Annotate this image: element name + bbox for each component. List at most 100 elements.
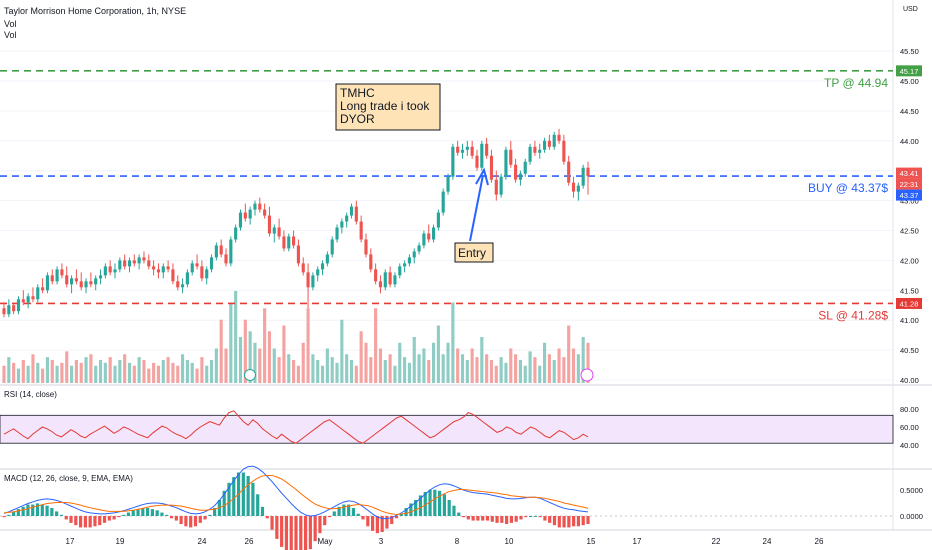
volume-bar [26,365,30,383]
volume-bar [494,365,498,383]
volume-bar [108,357,112,383]
macd-histogram-bar [519,516,523,520]
candle-body [509,149,513,165]
candle-body [2,308,6,315]
volume-bar [374,308,378,383]
candle-body [359,221,363,240]
macd-histogram-bar [184,516,188,527]
price-axis[interactable]: 40.0040.5041.0041.5042.0042.5043.0043.50… [896,47,922,385]
volume-bar [485,354,489,383]
macd-tick: 0.5000 [900,486,923,495]
time-axis[interactable]: 17 19 24 26 May 3 8 10 15 17 22 24 26 [66,537,824,546]
volume-bar [176,365,180,383]
macd-histogram-bar [74,516,78,526]
time-tick: 19 [116,537,125,546]
candle-body [137,257,141,264]
macd-histogram-bar [150,509,154,516]
entry-box [454,242,494,263]
candle-body [489,155,494,180]
time-tick: 26 [245,537,254,546]
macd-histogram-bar [442,494,446,516]
volume-bar [234,291,238,383]
volume-bar [195,368,199,383]
volume-bars [2,291,590,383]
macd-histogram-bar [323,516,327,526]
candlesticks [2,128,590,318]
volume-bar [296,365,300,383]
price-tick: 45.00 [900,77,919,86]
candle-body [195,263,199,267]
macd-histogram-bar [509,516,514,523]
volume-bar [272,348,276,383]
volume-bar [166,357,170,383]
candle-body [311,275,315,288]
candle-body [190,263,194,273]
candle-body [465,146,469,150]
macd-histogram-bar [21,506,25,516]
volume-bar [562,357,566,383]
macd-histogram-bar [284,516,289,550]
volume-bar [2,365,6,383]
price-tick: 40.00 [900,376,919,385]
candle-body [267,215,272,234]
volume-bar [581,337,585,383]
macd-tick: 0.0000 [900,512,923,521]
macd-histogram-bar [160,512,164,516]
volume-bar [41,368,45,383]
volume-bar [21,360,25,383]
volume-bar [446,342,450,383]
volume-bar [94,365,98,383]
macd-histogram-bar [179,516,183,525]
price-tick: 45.50 [900,47,919,56]
time-tick: 15 [587,537,596,546]
candle-body [113,269,117,273]
macd-histogram-bar [385,516,389,529]
macd-histogram-bar [2,516,6,518]
candle-body [205,269,209,279]
macd-histogram-bar [409,503,413,516]
volume-bar [509,348,513,383]
volume-bar [427,360,431,383]
rsi-pane: 80.00 60.00 40.00 [0,405,919,450]
macd-histogram-bar [471,516,475,521]
macd-line [3,465,589,520]
volume-bar [253,342,257,383]
candle-body [369,254,373,270]
candle-body [123,260,127,267]
candle-body [374,269,378,282]
macd-histogram-bar [399,513,403,516]
candle-body [388,272,392,285]
volume-bar [156,365,161,383]
candle-body [514,164,518,180]
time-tick: May [317,537,332,546]
candle-body [349,206,354,216]
macd-histogram-bar [169,516,174,519]
macd-histogram-bar [423,491,427,516]
volume-bar [258,348,262,383]
last-price-badge-text: 43.41 [900,169,919,178]
volume-bar [403,357,407,383]
volume-bar [349,360,354,383]
candle-body [345,215,349,222]
price-tick: 43.00 [900,197,919,206]
volume-bar [89,354,93,383]
candle-body [494,179,498,195]
candle-body [185,272,189,285]
candle-body [383,272,387,288]
volume-bar [185,360,189,383]
volume-bar [552,360,556,383]
macd-histogram-bar [83,516,87,528]
volume-bar [417,354,421,383]
macd-histogram-bar [303,516,308,550]
volume-bar [292,360,296,383]
macd-histogram-bar [342,504,346,516]
candle-body [504,149,508,177]
candle-body [320,263,325,270]
volume-bar [369,357,373,383]
tp-label: TP @ 44.94 [824,76,888,90]
volume-bar [282,325,286,383]
price-tick: 44.50 [900,107,919,116]
volume-bar [200,357,204,383]
volume-bar [306,308,310,383]
